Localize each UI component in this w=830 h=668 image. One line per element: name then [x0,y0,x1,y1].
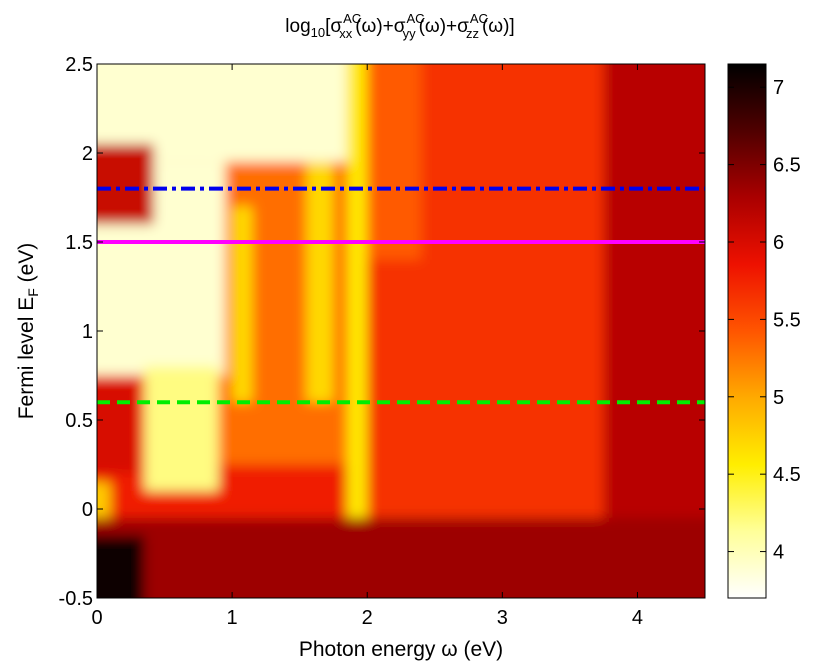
y-tick-label: 0 [82,499,93,521]
y-tick-label: 0.5 [65,410,93,432]
heat-region-black-corner [97,535,145,598]
colorbar: 4 4.5 5 5.5 6 6.5 7 [727,63,801,599]
heat-region-yellow-stripe-2 [306,161,334,403]
y-tick-label: 1 [82,321,93,343]
y-tick-label: 2.5 [65,54,93,76]
y-tick-label: 1.5 [65,232,93,254]
y-tick-label: 2 [82,143,93,165]
x-tick-label: 1 [227,607,238,629]
x-tick-label: 2 [362,607,373,629]
colorbar-tick-label: 5.5 [773,309,801,331]
heat-region-red-blob-bottom [97,380,138,474]
colorbar-tick-label: 6.5 [773,155,801,177]
heat-region-cream-wedge [144,366,219,492]
heat-region-high-x-band [603,64,705,598]
x-tick-label: 0 [91,607,102,629]
y-tick-label: -0.5 [59,588,93,610]
colorbar-tick-label: 7 [773,77,784,99]
heat-region-dark-lower [97,517,705,598]
chart-title: log10[σAC xx (ω)+σAC yy (ω)+σAC zz (ω)] [285,11,514,41]
x-tick-label: 3 [497,607,508,629]
colorbar-gradient [727,63,767,599]
heat-region-yellow-stripe-1 [232,206,253,403]
y-axis-label: Fermi level EF (eV) [15,243,41,420]
heatmap-field [97,64,705,598]
heat-region-yellow-column [346,64,368,527]
x-tick-label: 4 [632,607,643,629]
x-axis-label: Photon energy ω (eV) [299,638,503,661]
colorbar-tick-label: 5 [773,387,784,409]
colorbar-tick-label: 6 [773,232,784,254]
heat-region-red-blob-top [97,144,154,225]
colorbar-tick-label: 4.5 [773,464,801,486]
colorbar-tick-label: 4 [773,542,784,564]
